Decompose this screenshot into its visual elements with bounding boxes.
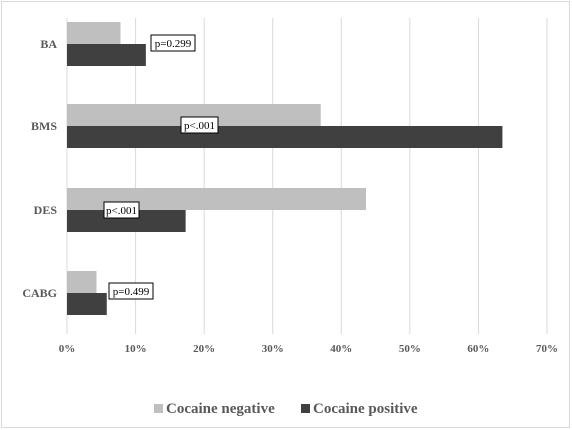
legend-label: Cocaine positive	[313, 401, 418, 417]
annotation-text: p<.001	[184, 120, 215, 132]
category-labels: BA BMS DES CABG	[22, 37, 57, 300]
x-tick-label: 30%	[262, 343, 284, 355]
annotation-text: p=0.499	[113, 286, 150, 298]
category-label: DES	[34, 203, 58, 217]
bar-des-positive	[67, 210, 186, 232]
bar-cabg-negative	[67, 271, 97, 293]
x-tick-label: 10%	[125, 343, 147, 355]
bar-bms-positive	[67, 126, 503, 148]
bar-ba-positive	[67, 44, 146, 66]
bar-des-negative	[67, 188, 366, 210]
legend: Cocaine negative Cocaine positive	[154, 401, 418, 417]
annotation-text: p=0.299	[155, 38, 192, 50]
annotation-box	[180, 116, 219, 134]
p-value-annotations: p=0.299 p<.001 p<.001 p=0.499	[103, 34, 219, 300]
x-tick-label: 70%	[536, 343, 558, 355]
category-label: BMS	[31, 119, 57, 133]
annotation-text: p<.001	[106, 205, 137, 217]
legend-item: Cocaine positive	[301, 401, 418, 417]
legend-item: Cocaine negative	[154, 401, 275, 417]
legend-label: Cocaine negative	[166, 401, 275, 417]
x-axis-tick-labels: 0% 10% 20% 30% 40% 50% 60% 70%	[59, 343, 558, 355]
p-value-annotation: p<.001	[180, 116, 219, 134]
annotation-box	[150, 34, 196, 52]
x-tick-label: 40%	[330, 343, 352, 355]
x-tick-label: 20%	[193, 343, 215, 355]
bar-bms-negative	[67, 104, 321, 126]
annotation-box	[108, 282, 154, 300]
category-label: BA	[40, 37, 57, 51]
x-tick-label: 50%	[399, 343, 421, 355]
bars	[67, 22, 503, 315]
legend-swatch	[301, 404, 310, 413]
x-tick-label: 60%	[467, 343, 489, 355]
x-tick-label: 0%	[59, 343, 76, 355]
bar-ba-negative	[67, 22, 121, 44]
p-value-annotation: p=0.499	[108, 282, 154, 300]
p-value-annotation: p<.001	[103, 201, 140, 219]
p-value-annotation: p=0.299	[150, 34, 196, 52]
legend-swatch	[154, 404, 163, 413]
category-label: CABG	[22, 286, 57, 300]
bar-cabg-positive	[67, 293, 107, 315]
annotation-box	[103, 201, 140, 219]
